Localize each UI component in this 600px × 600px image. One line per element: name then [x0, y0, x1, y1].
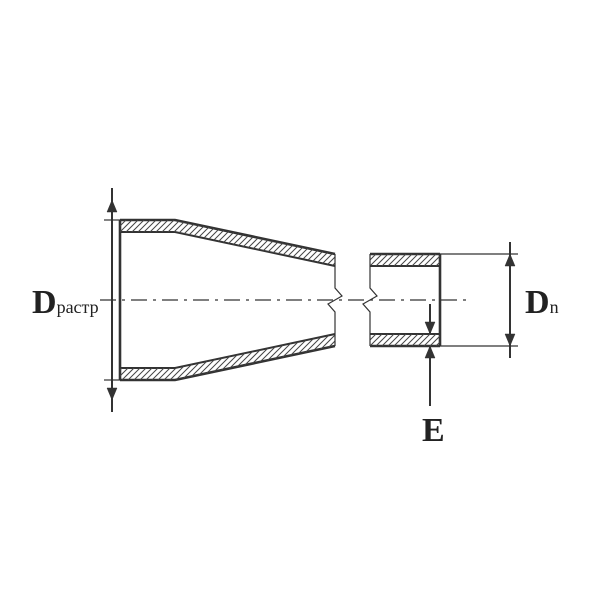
- label-d-n-main: D: [525, 284, 550, 321]
- label-d-n: Dn: [525, 284, 559, 322]
- label-d-rastr-main: D: [32, 284, 57, 321]
- label-d-n-sub: n: [550, 297, 559, 317]
- label-d-rastr: Dрастр: [32, 284, 99, 322]
- label-d-rastr-sub: растр: [57, 297, 99, 317]
- label-e-main: E: [422, 412, 445, 449]
- label-e: E: [422, 412, 445, 450]
